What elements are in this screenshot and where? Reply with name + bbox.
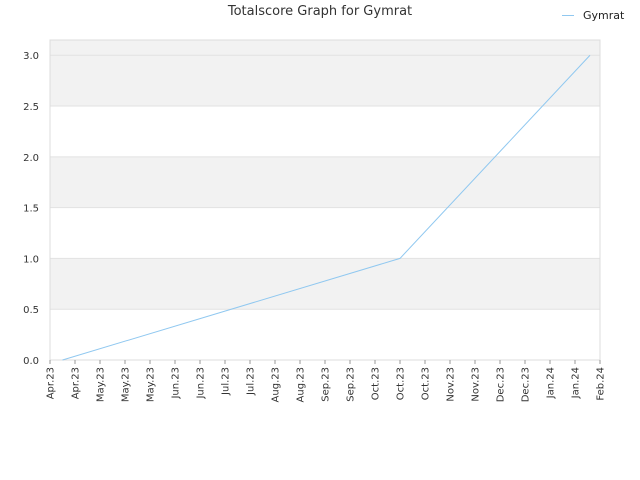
x-tick-label: Jul.23 (246, 367, 257, 396)
x-tick-label: Oct.23 (396, 367, 407, 400)
y-tick-label: 2.5 (23, 102, 39, 113)
x-tick-label: Apr.23 (46, 367, 57, 399)
x-tick-label: May.23 (121, 367, 132, 402)
x-tick-label: May.23 (146, 367, 157, 402)
plot-band (50, 258, 600, 310)
plot-band (50, 156, 600, 208)
legend-swatch (562, 15, 574, 16)
x-tick-label: May.23 (96, 367, 107, 402)
x-tick-label: Oct.23 (371, 367, 382, 400)
y-tick-label: 0.0 (23, 356, 39, 367)
x-tick-label: Apr.23 (71, 367, 82, 399)
x-tick-label: Dec.23 (496, 367, 507, 402)
x-tick-label: Oct.23 (421, 367, 432, 400)
x-tick-label: Jun.23 (196, 367, 207, 400)
legend: Gymrat (562, 9, 624, 22)
y-tick-label: 3.0 (23, 51, 39, 62)
chart-title: Totalscore Graph for Gymrat (227, 4, 413, 19)
y-tick-label: 0.5 (23, 305, 39, 316)
y-tick-label: 2.0 (23, 153, 39, 164)
x-tick-label: Jan.24 (571, 367, 582, 399)
x-tick-label: Nov.23 (471, 367, 482, 402)
legend-label: Gymrat (583, 9, 625, 22)
plot-band (50, 40, 600, 56)
x-tick-label: Sep.23 (321, 367, 332, 402)
x-tick-label: Sep.23 (346, 367, 357, 402)
y-tick-label: 1.5 (23, 204, 39, 215)
x-tick-label: Jun.23 (171, 367, 182, 400)
plot-band (50, 55, 600, 107)
x-tick-label: Jan.24 (546, 367, 557, 399)
x-tick-label: Aug.23 (271, 367, 282, 402)
x-tick-label: Dec.23 (521, 367, 532, 402)
x-tick-label: Jul.23 (221, 367, 232, 396)
series-line-gymrat (62, 54, 591, 361)
x-tick-label: Feb.24 (596, 367, 607, 401)
y-tick-label: 1.0 (23, 254, 39, 265)
x-tick-label: Aug.23 (296, 367, 307, 402)
x-tick-label: Nov.23 (446, 367, 457, 402)
